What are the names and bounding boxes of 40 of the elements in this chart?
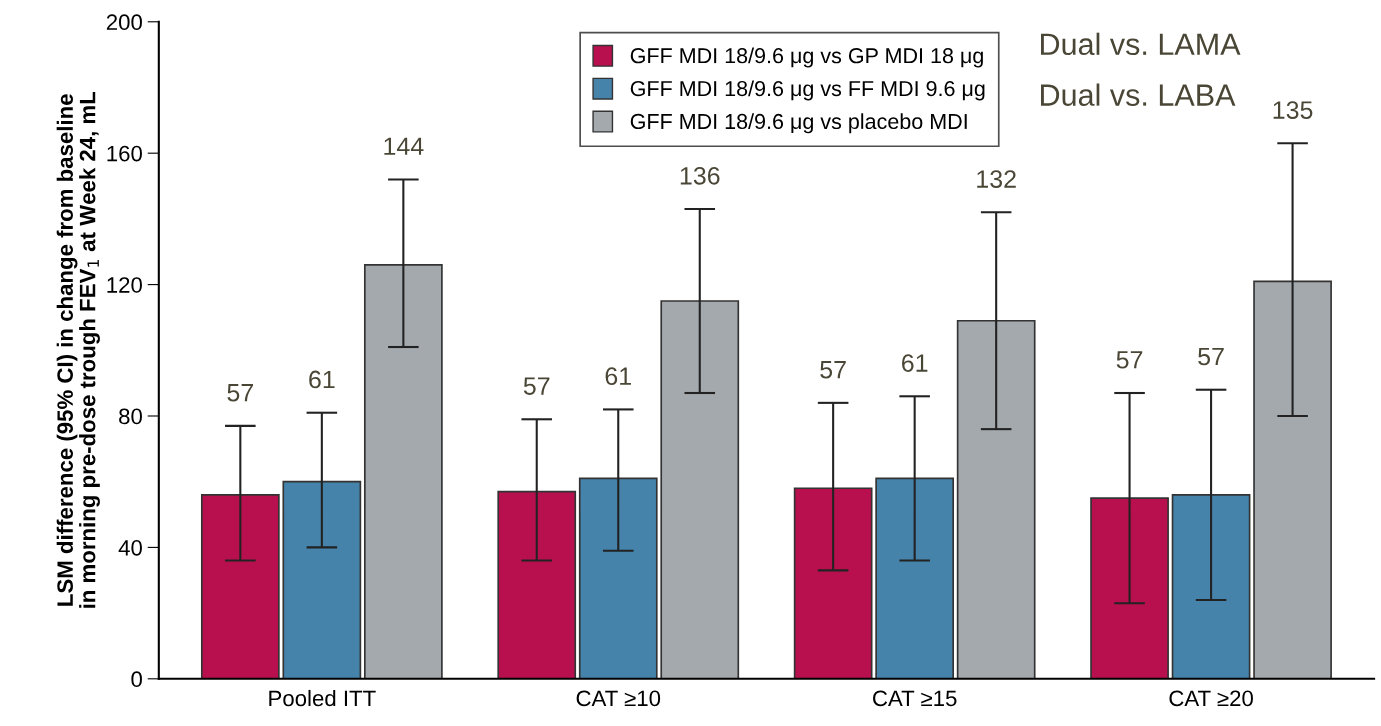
y-tick-label: 0 [131,671,142,688]
legend-label: GFF MDI 18/9.6 μg vs FF MDI 9.6 μg [630,80,985,101]
annotation: 57 [1198,347,1224,366]
bar [497,490,577,679]
bar [200,494,280,679]
annotation: 57 [1116,351,1143,369]
annotation: 144 [384,137,424,155]
annotation: Dual vs. LAMA [1041,32,1241,56]
y-tick-label: 120 [107,277,142,293]
annotation: 132 [977,170,1016,188]
bar [1253,280,1332,679]
bar [875,477,955,679]
y-tick-label: 160 [107,145,142,162]
bar [1171,494,1251,679]
bar [578,477,658,679]
y-tick-label: 200 [106,14,142,31]
legend-label: GFF MDI 18/9.6 μg vs placebo MDI [630,113,967,134]
annotation: 61 [309,370,335,389]
y-axis-title: LSM difference (95% CI) in change from baseline in morning pre-dose trough FEV$_{1}$ at Week 24, mL [56,91,100,608]
annotation: 135 [1273,101,1313,119]
annotation: 57 [523,377,550,395]
bar [1090,497,1169,679]
bar [956,319,1036,679]
x-tick-label: Pooled ITT [269,689,376,707]
annotation: 61 [605,367,631,386]
y-tick-label: 80 [119,408,142,425]
bar [282,480,362,679]
annotation: Dual vs. LABA [1041,83,1236,106]
y-tick-label: 40 [118,539,142,556]
annotation: 61 [902,354,928,372]
bar [660,300,740,679]
bar [363,264,443,679]
legend-label: GFF MDI 18/9.6 μg vs GP MDI 18 μg [630,47,983,68]
bar [793,487,873,679]
x-tick-label: CAT ≥10 [576,690,661,707]
annotation: 136 [680,166,720,185]
annotation: 57 [227,384,253,402]
annotation: 57 [820,361,846,379]
x-tick-label: CAT ≥20 [1169,690,1253,707]
x-tick-label: CAT ≥15 [873,690,957,707]
